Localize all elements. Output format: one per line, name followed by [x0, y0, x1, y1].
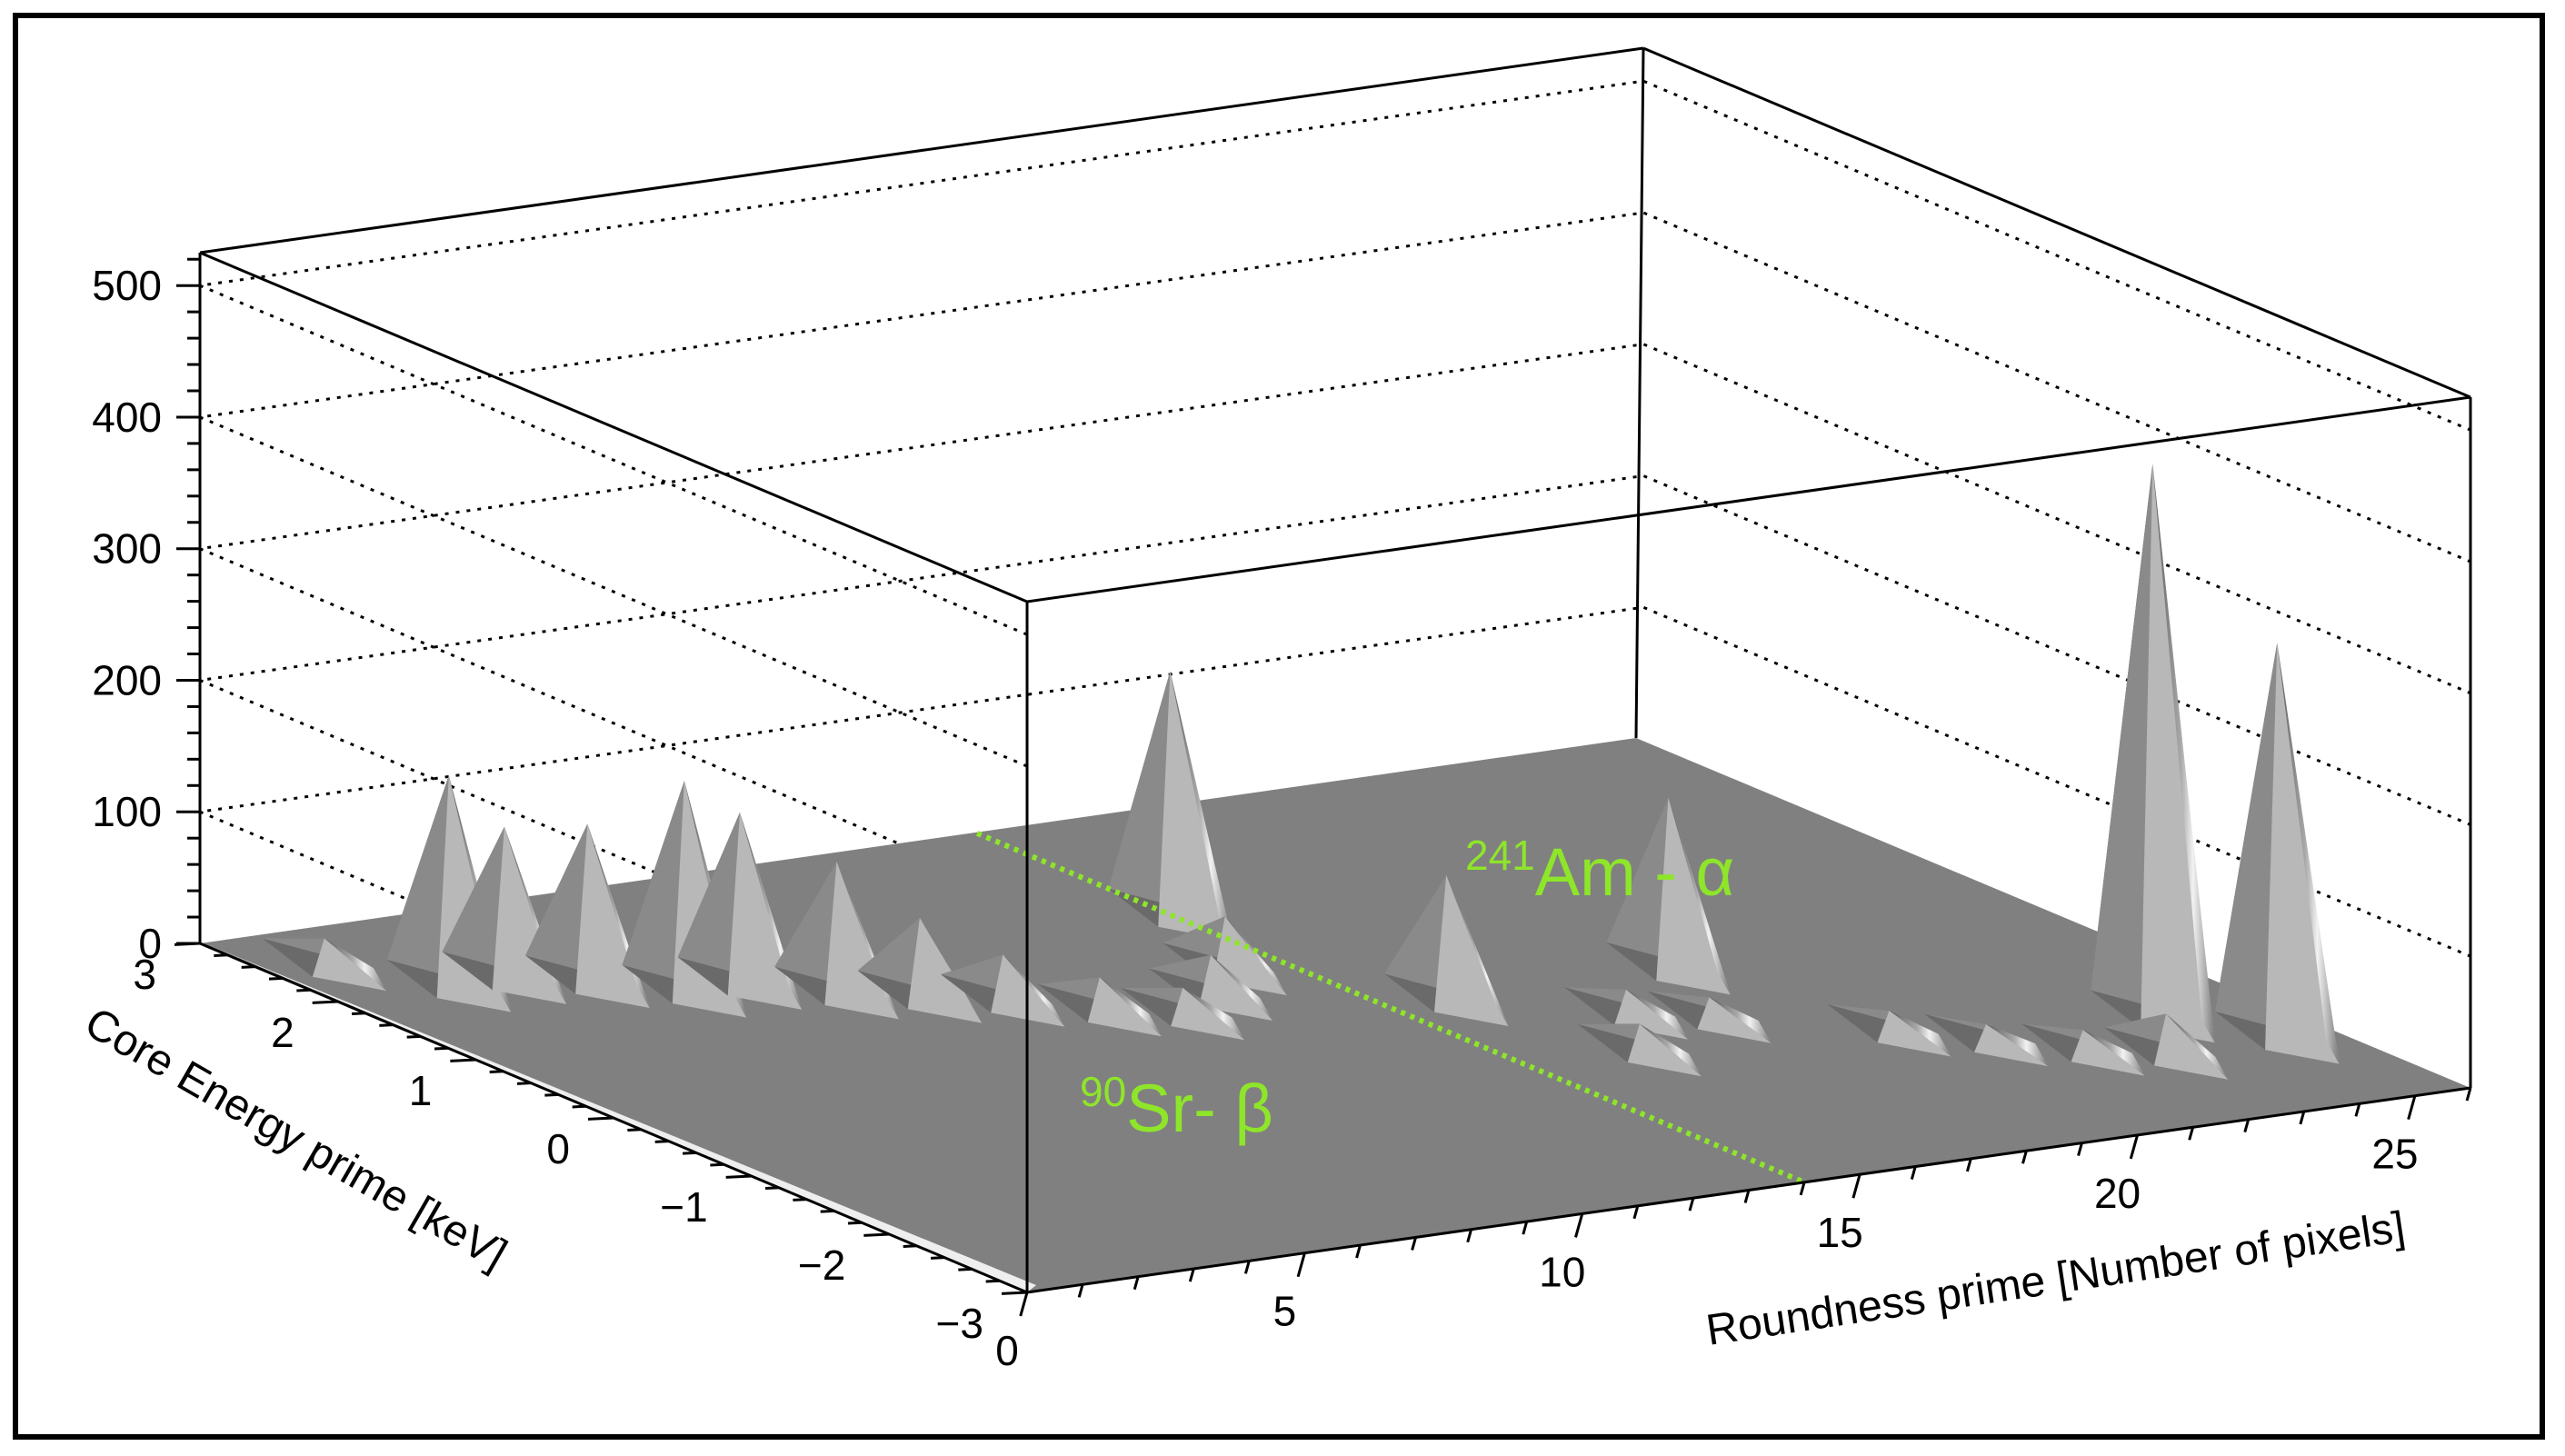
y-tick-label: 2	[271, 1009, 294, 1056]
annotation-am-sup: 241	[1465, 832, 1535, 879]
peak-r1	[262, 938, 387, 992]
z-tick-label: 500	[92, 262, 162, 309]
peak-r23	[2103, 1013, 2229, 1080]
annotation-sr-beta: 90Sr- β	[1080, 1068, 1273, 1146]
peak-r19	[1606, 797, 1731, 995]
z-gridline-500	[195, 79, 2471, 636]
box-edge-left-top	[199, 251, 1028, 603]
x-tick-label: 10	[1539, 1248, 1585, 1295]
y-tick-label: 1	[409, 1067, 433, 1114]
x-tick-label: 5	[1273, 1288, 1297, 1335]
annotation-sr-text: Sr- β	[1126, 1071, 1273, 1146]
y-tick-label: 3	[133, 951, 156, 998]
annotation-am-text: Am - α	[1535, 834, 1735, 910]
peak-r21	[1923, 1013, 2049, 1067]
y-tick-label: 0	[546, 1125, 570, 1172]
z-tick-label: 0	[138, 920, 162, 967]
y-tick-label: −1	[660, 1183, 707, 1231]
peak-r11	[1121, 987, 1245, 1041]
peak-r24	[2091, 464, 2215, 1043]
x-tick-label: 0	[995, 1327, 1019, 1374]
peak-r15	[1383, 874, 1509, 1026]
peak-r14	[1108, 671, 1233, 942]
z-tick-label: 300	[92, 525, 162, 573]
floor-edge-shade	[209, 945, 1036, 1292]
peak-r16	[1577, 1023, 1702, 1077]
z-tick-label: 200	[92, 656, 162, 703]
z-gridline-400	[195, 211, 2471, 768]
peak-r8	[857, 917, 983, 1023]
y-tick-label: −3	[936, 1300, 983, 1347]
box-edge-front-top	[1026, 395, 2471, 603]
peak-r10	[1037, 977, 1163, 1037]
annotation-sr-sup: 90	[1080, 1068, 1126, 1115]
x-tick-label: 20	[2094, 1170, 2141, 1217]
z-tick-label: 100	[92, 788, 162, 835]
y-tick-label: −2	[798, 1242, 845, 1289]
z-gridline-300	[195, 343, 2471, 900]
peak-r12	[1148, 954, 1273, 1021]
peak-r25	[2215, 643, 2340, 1064]
peak-r20	[1827, 1003, 1951, 1057]
x-tick-label: 25	[2371, 1131, 2418, 1178]
box-edge-back-vertical	[1634, 47, 1645, 739]
surface-floor	[200, 738, 2470, 1292]
annotation-am-alpha: 241Am - α	[1465, 832, 1734, 910]
box-edge-right-top	[1642, 46, 2471, 399]
z-tick-label: 400	[92, 394, 162, 441]
box-edge-back-top	[199, 46, 1644, 254]
peak-r6	[677, 812, 803, 1010]
x-axis-label: Roundness prime [Number of pixels]	[1703, 1203, 2409, 1355]
x-tick-label: 15	[1817, 1209, 1863, 1256]
peak-r22	[2021, 1023, 2145, 1076]
z-gridline-200	[195, 474, 2471, 1031]
peak-r18	[1647, 991, 1772, 1043]
